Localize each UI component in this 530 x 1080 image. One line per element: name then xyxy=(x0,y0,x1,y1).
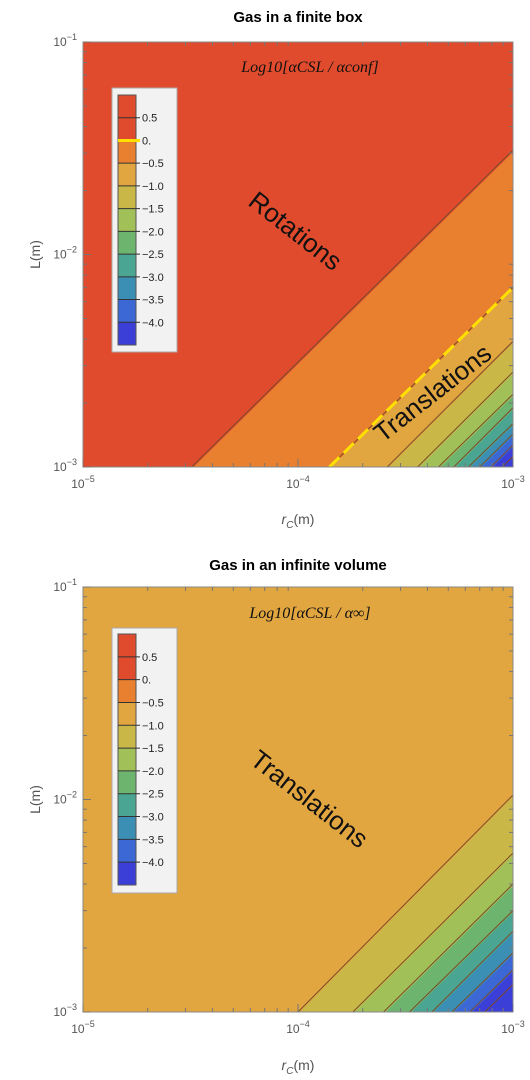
colorbar-label: −4.0 xyxy=(142,857,164,869)
x-tick-label: 10−4 xyxy=(286,474,310,491)
colorbar-label: 0. xyxy=(142,135,151,147)
contour-line xyxy=(386,341,513,467)
colorbar-swatch xyxy=(118,95,136,118)
contour-line xyxy=(490,444,513,467)
axis-ticks xyxy=(82,41,514,468)
colorbar-label: −2.0 xyxy=(142,226,164,238)
y-tick-label: 10−3 xyxy=(53,457,77,474)
colorbar-swatch xyxy=(118,770,136,794)
colorbar-legend: 0.5 0. −0.5 −1.0 −1.5 −2.0 −2.5 −3.0 −3.5 −4.0 xyxy=(111,87,178,353)
y-axis-label: L(m) xyxy=(27,240,43,269)
colorbar-label: 0. xyxy=(142,675,151,687)
colorbar-label: −2.5 xyxy=(142,249,164,261)
colorbar-swatch xyxy=(118,231,136,255)
contour-line xyxy=(191,149,513,467)
plot-area xyxy=(83,42,513,467)
chart-title: Gas in an infinite volume xyxy=(209,557,387,574)
y-tick-label: 10−1 xyxy=(53,32,77,49)
zero-contour-line xyxy=(328,286,513,467)
y-tick-label: 10−3 xyxy=(53,1002,77,1019)
colorbar-label: −1.5 xyxy=(142,743,164,755)
contour-line xyxy=(453,407,513,467)
x-tick-label: 10−3 xyxy=(501,474,525,491)
y-tick-label: 10−2 xyxy=(53,790,77,807)
contour-line xyxy=(468,423,513,467)
colorbar-label: −0.5 xyxy=(142,158,164,170)
colorbar-label: −1.5 xyxy=(142,204,164,216)
contour-line xyxy=(479,433,513,467)
colorbar-outline xyxy=(117,94,137,346)
colorbar-swatch xyxy=(118,185,136,209)
x-tick-label: 10−5 xyxy=(71,1019,95,1036)
colorbar-label: −3.5 xyxy=(142,295,164,307)
colorbar-swatch xyxy=(118,634,136,657)
x-axis-label: rC(m) xyxy=(282,511,315,531)
y-tick-label: 10−2 xyxy=(53,245,77,262)
contour-line xyxy=(484,983,513,1012)
colorbar-label: −3.0 xyxy=(142,272,164,284)
colorbar-outline xyxy=(117,633,137,886)
colorbar-swatch xyxy=(118,816,136,840)
y-axis-label: L(m) xyxy=(27,785,43,814)
colorbar-swatch xyxy=(118,793,136,817)
colorbar-swatch xyxy=(118,725,136,749)
colorbar-swatch xyxy=(118,254,136,277)
colorbar-swatch xyxy=(118,702,136,726)
colorbar-swatch xyxy=(118,656,136,680)
chart-title: Gas in a finite box xyxy=(233,9,363,26)
x-tick-label: 10−5 xyxy=(71,474,95,491)
chart-panel-2: Gas in an infinite volume 10−5 10−4 10−3 10−… xyxy=(27,557,525,1077)
colorbar-swatch xyxy=(118,839,136,863)
colorbar-swatch xyxy=(118,140,136,164)
x-axis-label: rC(m) xyxy=(282,1057,315,1077)
contour-band xyxy=(486,986,513,1012)
chart-panel-1: Gas in a finite box 10−5 10−4 10−3 10−3 10−2 1… xyxy=(27,9,525,531)
colorbar-swatch xyxy=(118,748,136,771)
y-tick-label: 10−1 xyxy=(53,577,77,594)
contour-band xyxy=(504,458,513,467)
contour-line xyxy=(469,969,513,1012)
colorbar-swatch xyxy=(118,163,136,186)
contour-line xyxy=(438,393,513,467)
contour-line xyxy=(409,910,513,1012)
formula-annotation: Log10[αCSL / αconf] xyxy=(240,59,378,76)
contour-line xyxy=(383,883,513,1012)
colorbar-label: −2.0 xyxy=(142,766,164,778)
colorbar-label: 0.5 xyxy=(142,113,157,125)
formula-annotation: Log10[αCSL / α∞] xyxy=(248,605,370,622)
colorbar-label: −1.0 xyxy=(142,720,164,732)
colorbar-legend: 0.5 0. −0.5 −1.0 −1.5 −2.0 −2.5 −3.0 −3.5 −4.0 xyxy=(111,627,178,894)
axis-ticks xyxy=(82,586,514,1013)
contour-line xyxy=(352,852,513,1012)
colorbar-swatch xyxy=(118,679,136,703)
x-tick-label: 10−4 xyxy=(286,1019,310,1036)
colorbar-label: −4.0 xyxy=(142,317,164,329)
colorbar-swatch xyxy=(118,322,136,345)
contour-line xyxy=(451,952,513,1012)
colorbar-swatch xyxy=(118,862,136,885)
colorbar-label: −1.0 xyxy=(142,181,164,193)
colorbar-swatch xyxy=(118,208,136,232)
colorbar-label: −2.5 xyxy=(142,789,164,801)
x-tick-label: 10−3 xyxy=(501,1019,525,1036)
colorbar-label: −3.0 xyxy=(142,812,164,824)
colorbar-swatch xyxy=(118,299,136,323)
contour-line xyxy=(431,930,513,1012)
contour-line xyxy=(501,456,513,467)
colorbar-label: −3.5 xyxy=(142,834,164,846)
contour-line xyxy=(297,794,513,1012)
colorbar-label: 0.5 xyxy=(142,652,157,664)
colorbar-label: −0.5 xyxy=(142,697,164,709)
contour-line xyxy=(417,371,513,467)
colorbar-swatch xyxy=(118,276,136,300)
colorbar-swatch xyxy=(118,117,136,141)
